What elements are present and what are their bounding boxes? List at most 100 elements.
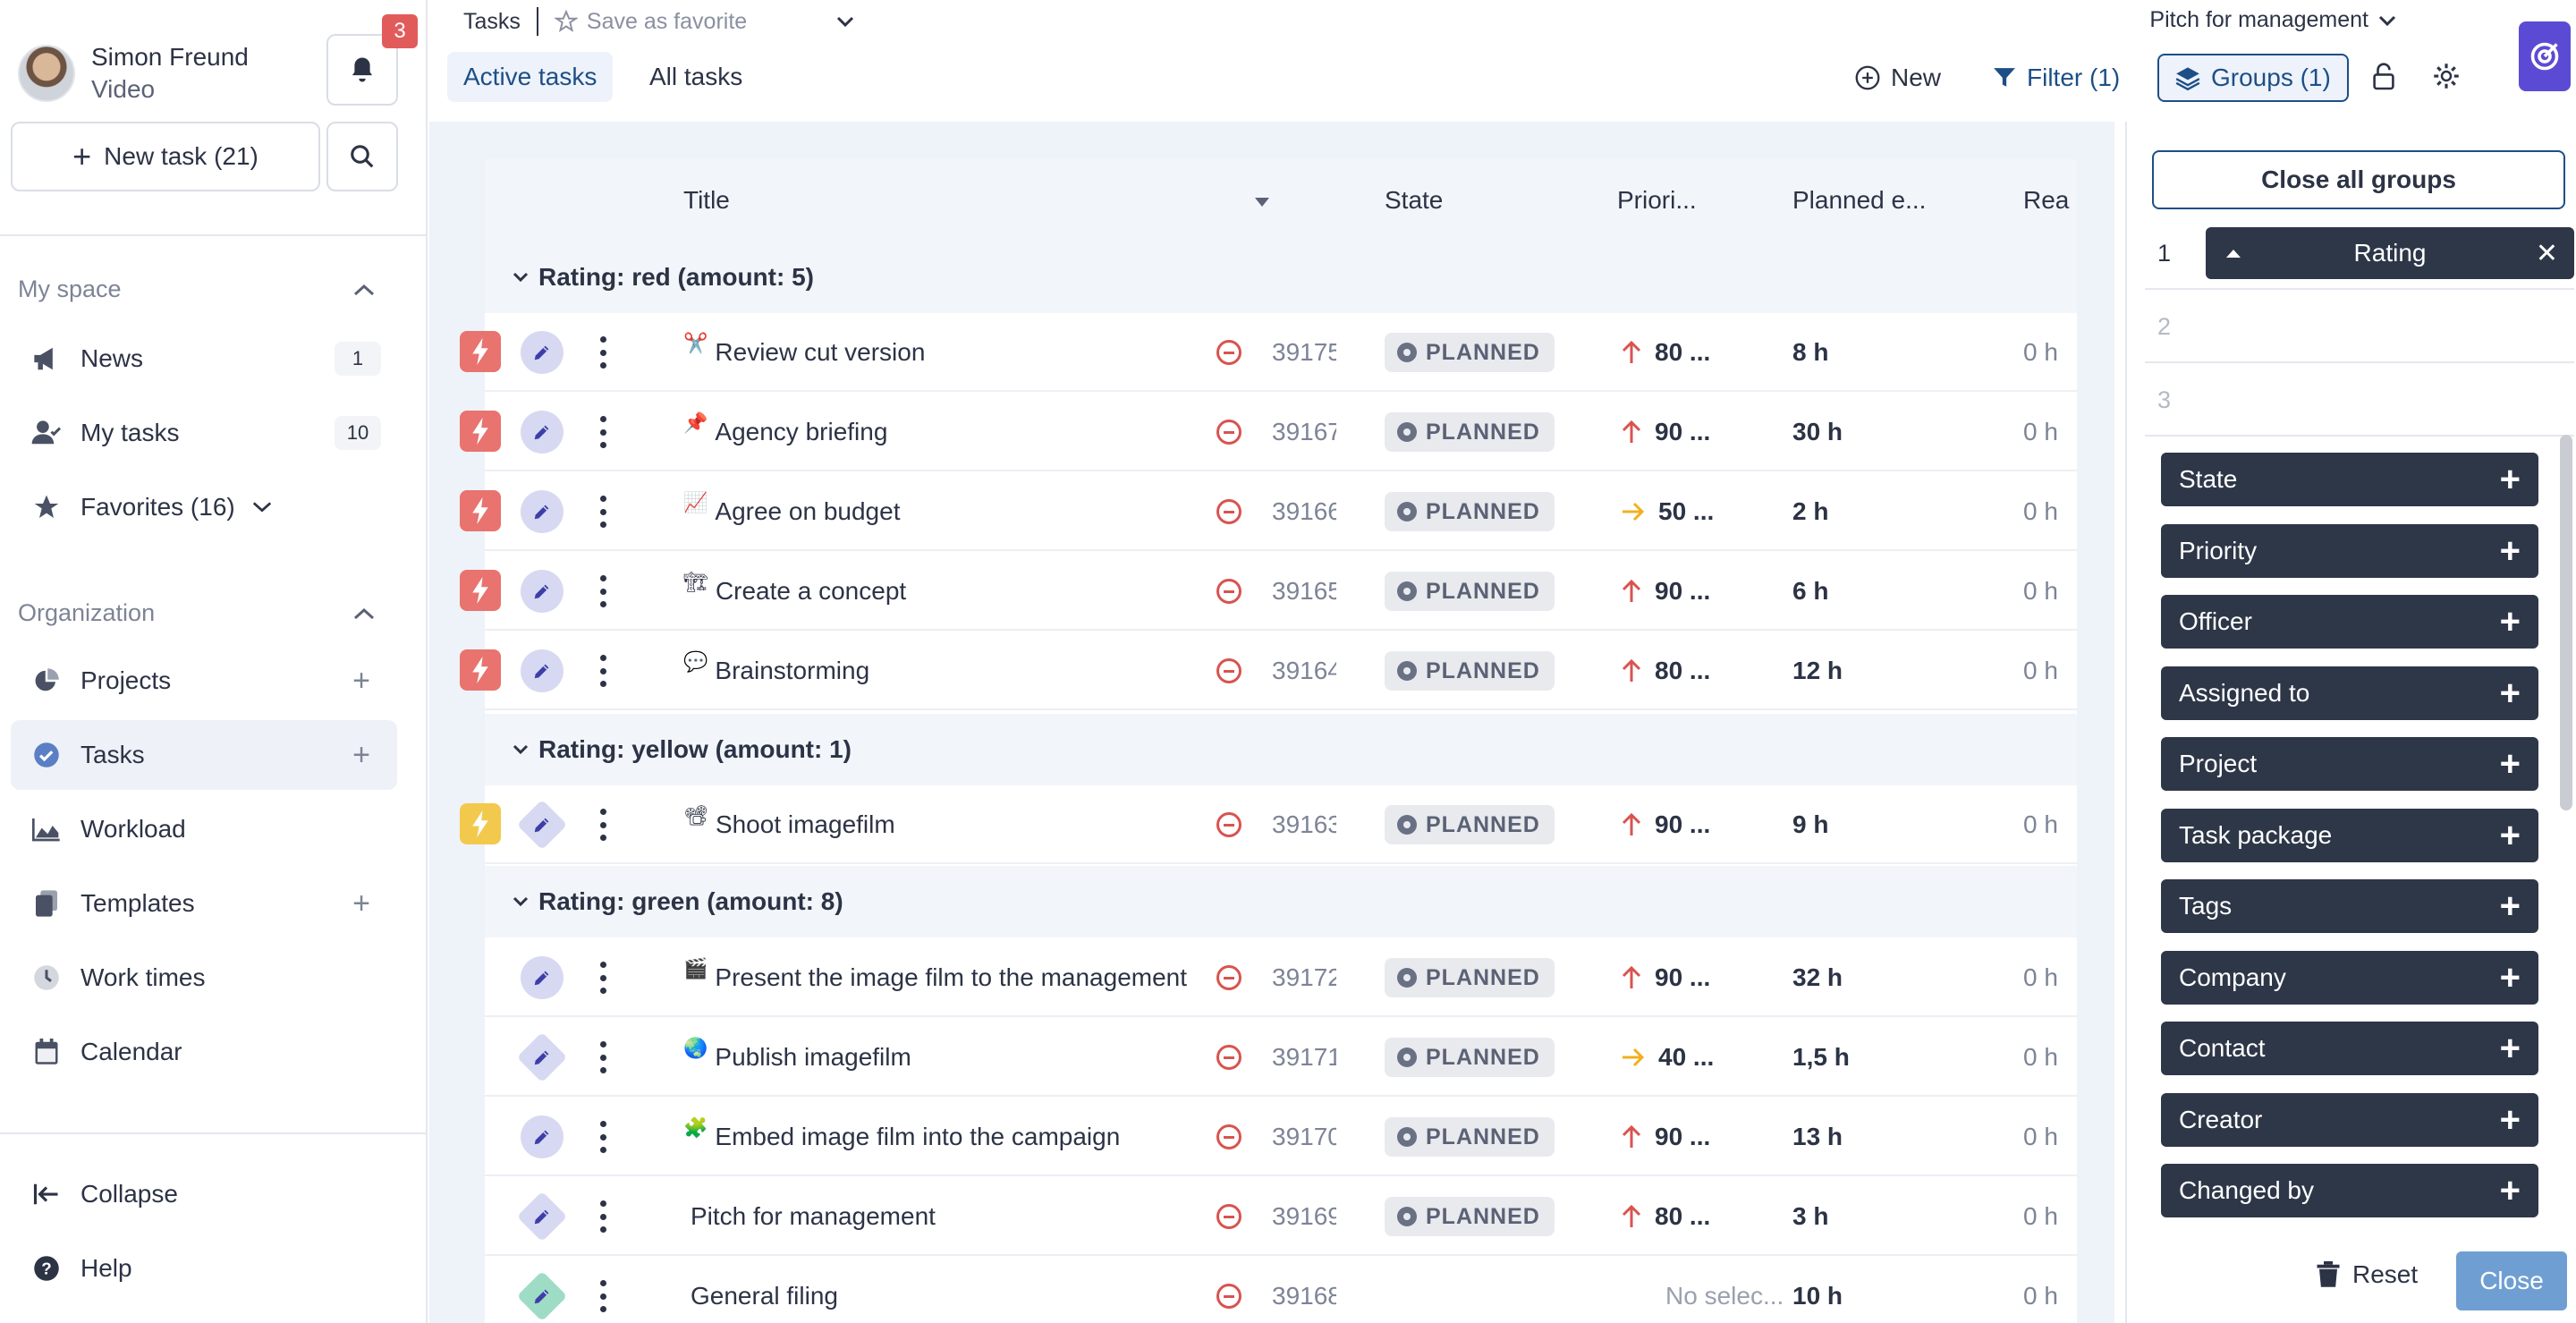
task-title[interactable]: 📌 Agency briefing (683, 393, 1220, 471)
user-profile[interactable]: Simon Freund Video (18, 41, 249, 106)
status-badge[interactable]: PLANNED (1385, 1038, 1555, 1077)
task-title[interactable]: Pitch for management (683, 1177, 1220, 1256)
add-project-icon[interactable]: + (352, 663, 370, 698)
group-header[interactable]: Rating: yellow (amount: 1) (485, 714, 2077, 785)
more-options-icon[interactable] (594, 651, 612, 691)
close-button[interactable]: Close (2456, 1251, 2567, 1310)
group-chip-rating[interactable]: Rating ✕ (2206, 227, 2574, 279)
gear-icon[interactable] (2433, 63, 2460, 89)
my-space-section-toggle[interactable]: My space (18, 276, 376, 303)
group-option[interactable]: Creator + (2161, 1092, 2538, 1147)
task-title[interactable]: ✂️ Review cut version (683, 313, 1220, 392)
new-task-button[interactable]: + New task (21) (11, 122, 320, 191)
column-state[interactable]: State (1385, 186, 1444, 214)
table-row[interactable]: 📽 Shoot imagefilm 39163 PLANNED 90 ... 9 h 0 h (460, 785, 2077, 864)
status-badge[interactable]: PLANNED (1385, 412, 1555, 452)
rating-red-icon[interactable] (460, 490, 501, 531)
organization-section-toggle[interactable]: Organization (18, 599, 376, 627)
group-option[interactable]: Tags + (2161, 879, 2538, 933)
help-button[interactable]: ? Help (11, 1234, 397, 1303)
rating-yellow-icon[interactable] (460, 803, 501, 844)
more-options-icon[interactable] (594, 958, 612, 997)
edit-icon[interactable] (521, 570, 564, 613)
minus-circle-icon[interactable] (1216, 658, 1241, 683)
status-badge[interactable]: PLANNED (1385, 805, 1555, 844)
task-title[interactable]: 📈 Agree on budget (683, 472, 1220, 551)
search-button[interactable] (326, 122, 398, 191)
groups-button[interactable]: Groups (1) (2157, 54, 2349, 102)
column-priority[interactable]: Priori... (1617, 186, 1697, 214)
edit-icon[interactable] (521, 490, 564, 533)
minus-circle-icon[interactable] (1216, 340, 1241, 365)
add-task-icon[interactable]: + (352, 737, 370, 772)
reset-button[interactable]: Reset (2317, 1260, 2418, 1289)
edit-icon[interactable] (521, 649, 564, 692)
group-header[interactable]: Rating: red (amount: 5) (485, 242, 2077, 313)
chevron-down-icon[interactable] (251, 500, 273, 514)
minus-circle-icon[interactable] (1216, 1284, 1241, 1309)
edit-icon[interactable] (516, 799, 568, 851)
status-badge[interactable]: PLANNED (1385, 333, 1555, 372)
close-all-groups-button[interactable]: Close all groups (2152, 150, 2565, 209)
collapse-sidebar-button[interactable]: Collapse (11, 1159, 397, 1229)
edit-icon[interactable] (521, 411, 564, 454)
more-options-icon[interactable] (594, 572, 612, 611)
new-button[interactable]: New (1855, 54, 1941, 102)
chevron-down-icon[interactable] (835, 7, 855, 36)
group-option[interactable]: Task package + (2161, 808, 2538, 862)
task-title[interactable]: 🎬 Present the image film to the managemen… (683, 938, 1220, 1017)
edit-icon[interactable] (521, 956, 564, 999)
app-logo-icon[interactable] (2519, 21, 2571, 91)
tab-active-tasks[interactable]: Active tasks (447, 52, 614, 102)
sidebar-item-favorites[interactable]: Favorites (16) (11, 472, 397, 542)
lock-icon[interactable] (2372, 63, 2395, 91)
table-row[interactable]: 🌏 Publish imagefilm 39171 PLANNED 40 ... 1,5 … (485, 1018, 2077, 1097)
breadcrumb-tasks[interactable]: Tasks (463, 8, 521, 34)
more-options-icon[interactable] (594, 333, 612, 372)
rating-red-icon[interactable] (460, 331, 501, 372)
more-options-icon[interactable] (594, 1276, 612, 1316)
edit-icon[interactable] (516, 1270, 568, 1322)
more-options-icon[interactable] (594, 412, 612, 452)
edit-icon[interactable] (521, 331, 564, 374)
task-title[interactable]: 📽 Shoot imagefilm (683, 785, 1220, 864)
table-row[interactable]: General filing 39168 No selec... 10 h 0 h (485, 1257, 2077, 1323)
sidebar-item-work-times[interactable]: Work times (11, 943, 397, 1013)
filter-button[interactable]: Filter (1) (1993, 54, 2120, 102)
sidebar-item-templates[interactable]: Templates + (11, 869, 397, 938)
rating-red-icon[interactable] (460, 649, 501, 691)
table-row[interactable]: 🎬 Present the image film to the managemen… (485, 938, 2077, 1017)
edit-icon[interactable] (516, 1191, 568, 1242)
minus-circle-icon[interactable] (1216, 579, 1241, 604)
more-options-icon[interactable] (594, 805, 612, 844)
group-slot-2[interactable]: 2 (2145, 292, 2574, 363)
view-selector[interactable]: Pitch for management (2149, 7, 2397, 33)
minus-circle-icon[interactable] (1216, 1124, 1241, 1149)
group-option[interactable]: Changed by + (2161, 1164, 2538, 1217)
sidebar-item-calendar[interactable]: Calendar (11, 1017, 397, 1087)
table-row[interactable]: ✂️ Review cut version 39175 PLANNED 80 ... 8 … (460, 313, 2077, 392)
minus-circle-icon[interactable] (1216, 1204, 1241, 1229)
table-row[interactable]: 🧩 Embed image film into the campaign 39170… (485, 1098, 2077, 1176)
group-option[interactable]: Priority + (2161, 523, 2538, 578)
status-badge[interactable]: PLANNED (1385, 1197, 1555, 1236)
column-title[interactable]: Title (683, 186, 730, 214)
status-badge[interactable]: PLANNED (1385, 651, 1555, 691)
minus-circle-icon[interactable] (1216, 499, 1241, 524)
group-option[interactable]: Assigned to + (2161, 666, 2538, 720)
task-title[interactable]: 🧩 Embed image film into the campaign (683, 1098, 1220, 1176)
tab-all-tasks[interactable]: All tasks (649, 63, 743, 90)
rating-red-icon[interactable] (460, 411, 501, 452)
minus-circle-icon[interactable] (1216, 965, 1241, 990)
more-options-icon[interactable] (594, 1038, 612, 1077)
minus-circle-icon[interactable] (1216, 1045, 1241, 1070)
sidebar-item-tasks[interactable]: Tasks + (11, 720, 397, 790)
close-icon[interactable]: ✕ (2535, 238, 2558, 268)
table-row[interactable]: 🏗 Create a concept 39165 PLANNED 90 ... 6 h 0 … (460, 552, 2077, 631)
more-options-icon[interactable] (594, 1117, 612, 1157)
group-option[interactable]: Contact + (2161, 1022, 2538, 1075)
scrollbar[interactable] (2560, 435, 2572, 810)
sort-icon[interactable] (1254, 195, 1270, 209)
edit-icon[interactable] (521, 1115, 564, 1158)
status-badge[interactable]: PLANNED (1385, 492, 1555, 531)
